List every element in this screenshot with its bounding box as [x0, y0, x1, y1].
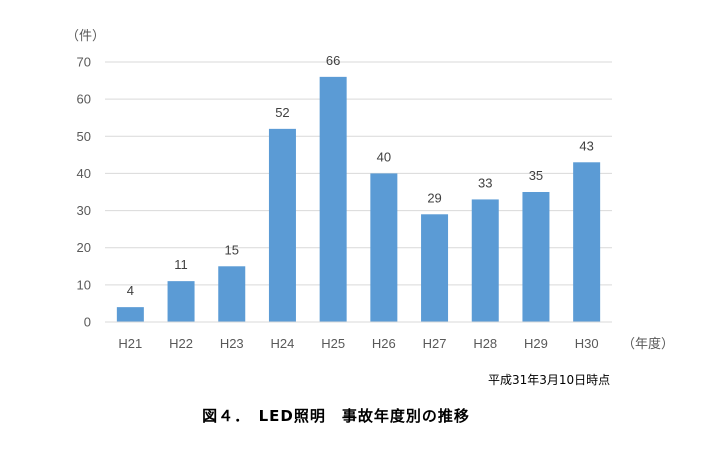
data-label-H30: 43 [579, 138, 593, 153]
data-label-H24: 52 [275, 105, 289, 120]
data-label-H29: 35 [529, 168, 543, 183]
x-tick-label-H29: H29 [524, 336, 548, 351]
date-note: 平成31年3月10日時点 [488, 373, 610, 387]
gridlines [105, 61, 612, 286]
y-tick-label: 60 [77, 92, 91, 107]
bar-H23 [218, 266, 246, 322]
y-tick-label: 70 [77, 55, 91, 70]
bar-H28 [471, 199, 499, 322]
x-tick-label-H24: H24 [271, 336, 295, 351]
data-label-H27: 29 [427, 190, 441, 205]
x-tick-label-H26: H26 [372, 336, 396, 351]
bar-H26 [370, 173, 398, 322]
x-tick-label-H28: H28 [473, 336, 497, 351]
bar-H24 [268, 128, 296, 322]
bar-H22 [167, 281, 195, 322]
y-axis-unit: （件） [66, 29, 105, 44]
data-label-H26: 40 [377, 149, 391, 164]
y-tick-label: 10 [77, 277, 91, 292]
y-tick-label: 30 [77, 203, 91, 218]
y-axis-ticks: 0 10 20 30 40 50 60 70 [77, 55, 91, 330]
x-tick-label-H30: H30 [575, 336, 599, 351]
data-label-H22: 11 [174, 257, 188, 272]
bar-H29 [522, 192, 550, 322]
bar-H21 [116, 307, 144, 322]
bar-H27 [421, 214, 449, 322]
y-tick-label: 40 [77, 166, 91, 181]
data-labels: 4 11 15 52 66 40 29 33 35 43 [127, 53, 594, 298]
y-tick-label: 50 [77, 129, 91, 144]
x-axis-unit: （年度） [622, 336, 674, 352]
y-tick-label: 20 [77, 240, 91, 255]
data-label-H25: 66 [326, 53, 340, 68]
x-tick-label-H25: H25 [321, 336, 345, 351]
data-label-H21: 4 [127, 283, 134, 298]
data-label-H23: 15 [225, 242, 239, 257]
y-tick-label: 0 [84, 315, 91, 330]
x-axis-ticks: H21 H22 H23 H24 H25 H26 H27 H28 H29 H30 [118, 336, 598, 351]
bar-H30 [573, 162, 601, 322]
x-tick-label-H27: H27 [423, 336, 447, 351]
x-tick-label-H21: H21 [118, 336, 142, 351]
data-label-H28: 33 [478, 175, 492, 190]
x-tick-label-H22: H22 [169, 336, 193, 351]
bars [116, 76, 601, 322]
x-tick-label-H23: H23 [220, 336, 244, 351]
chart-caption: 図４． LED照明 事故年度別の推移 [202, 407, 470, 425]
bar-H25 [319, 76, 347, 322]
